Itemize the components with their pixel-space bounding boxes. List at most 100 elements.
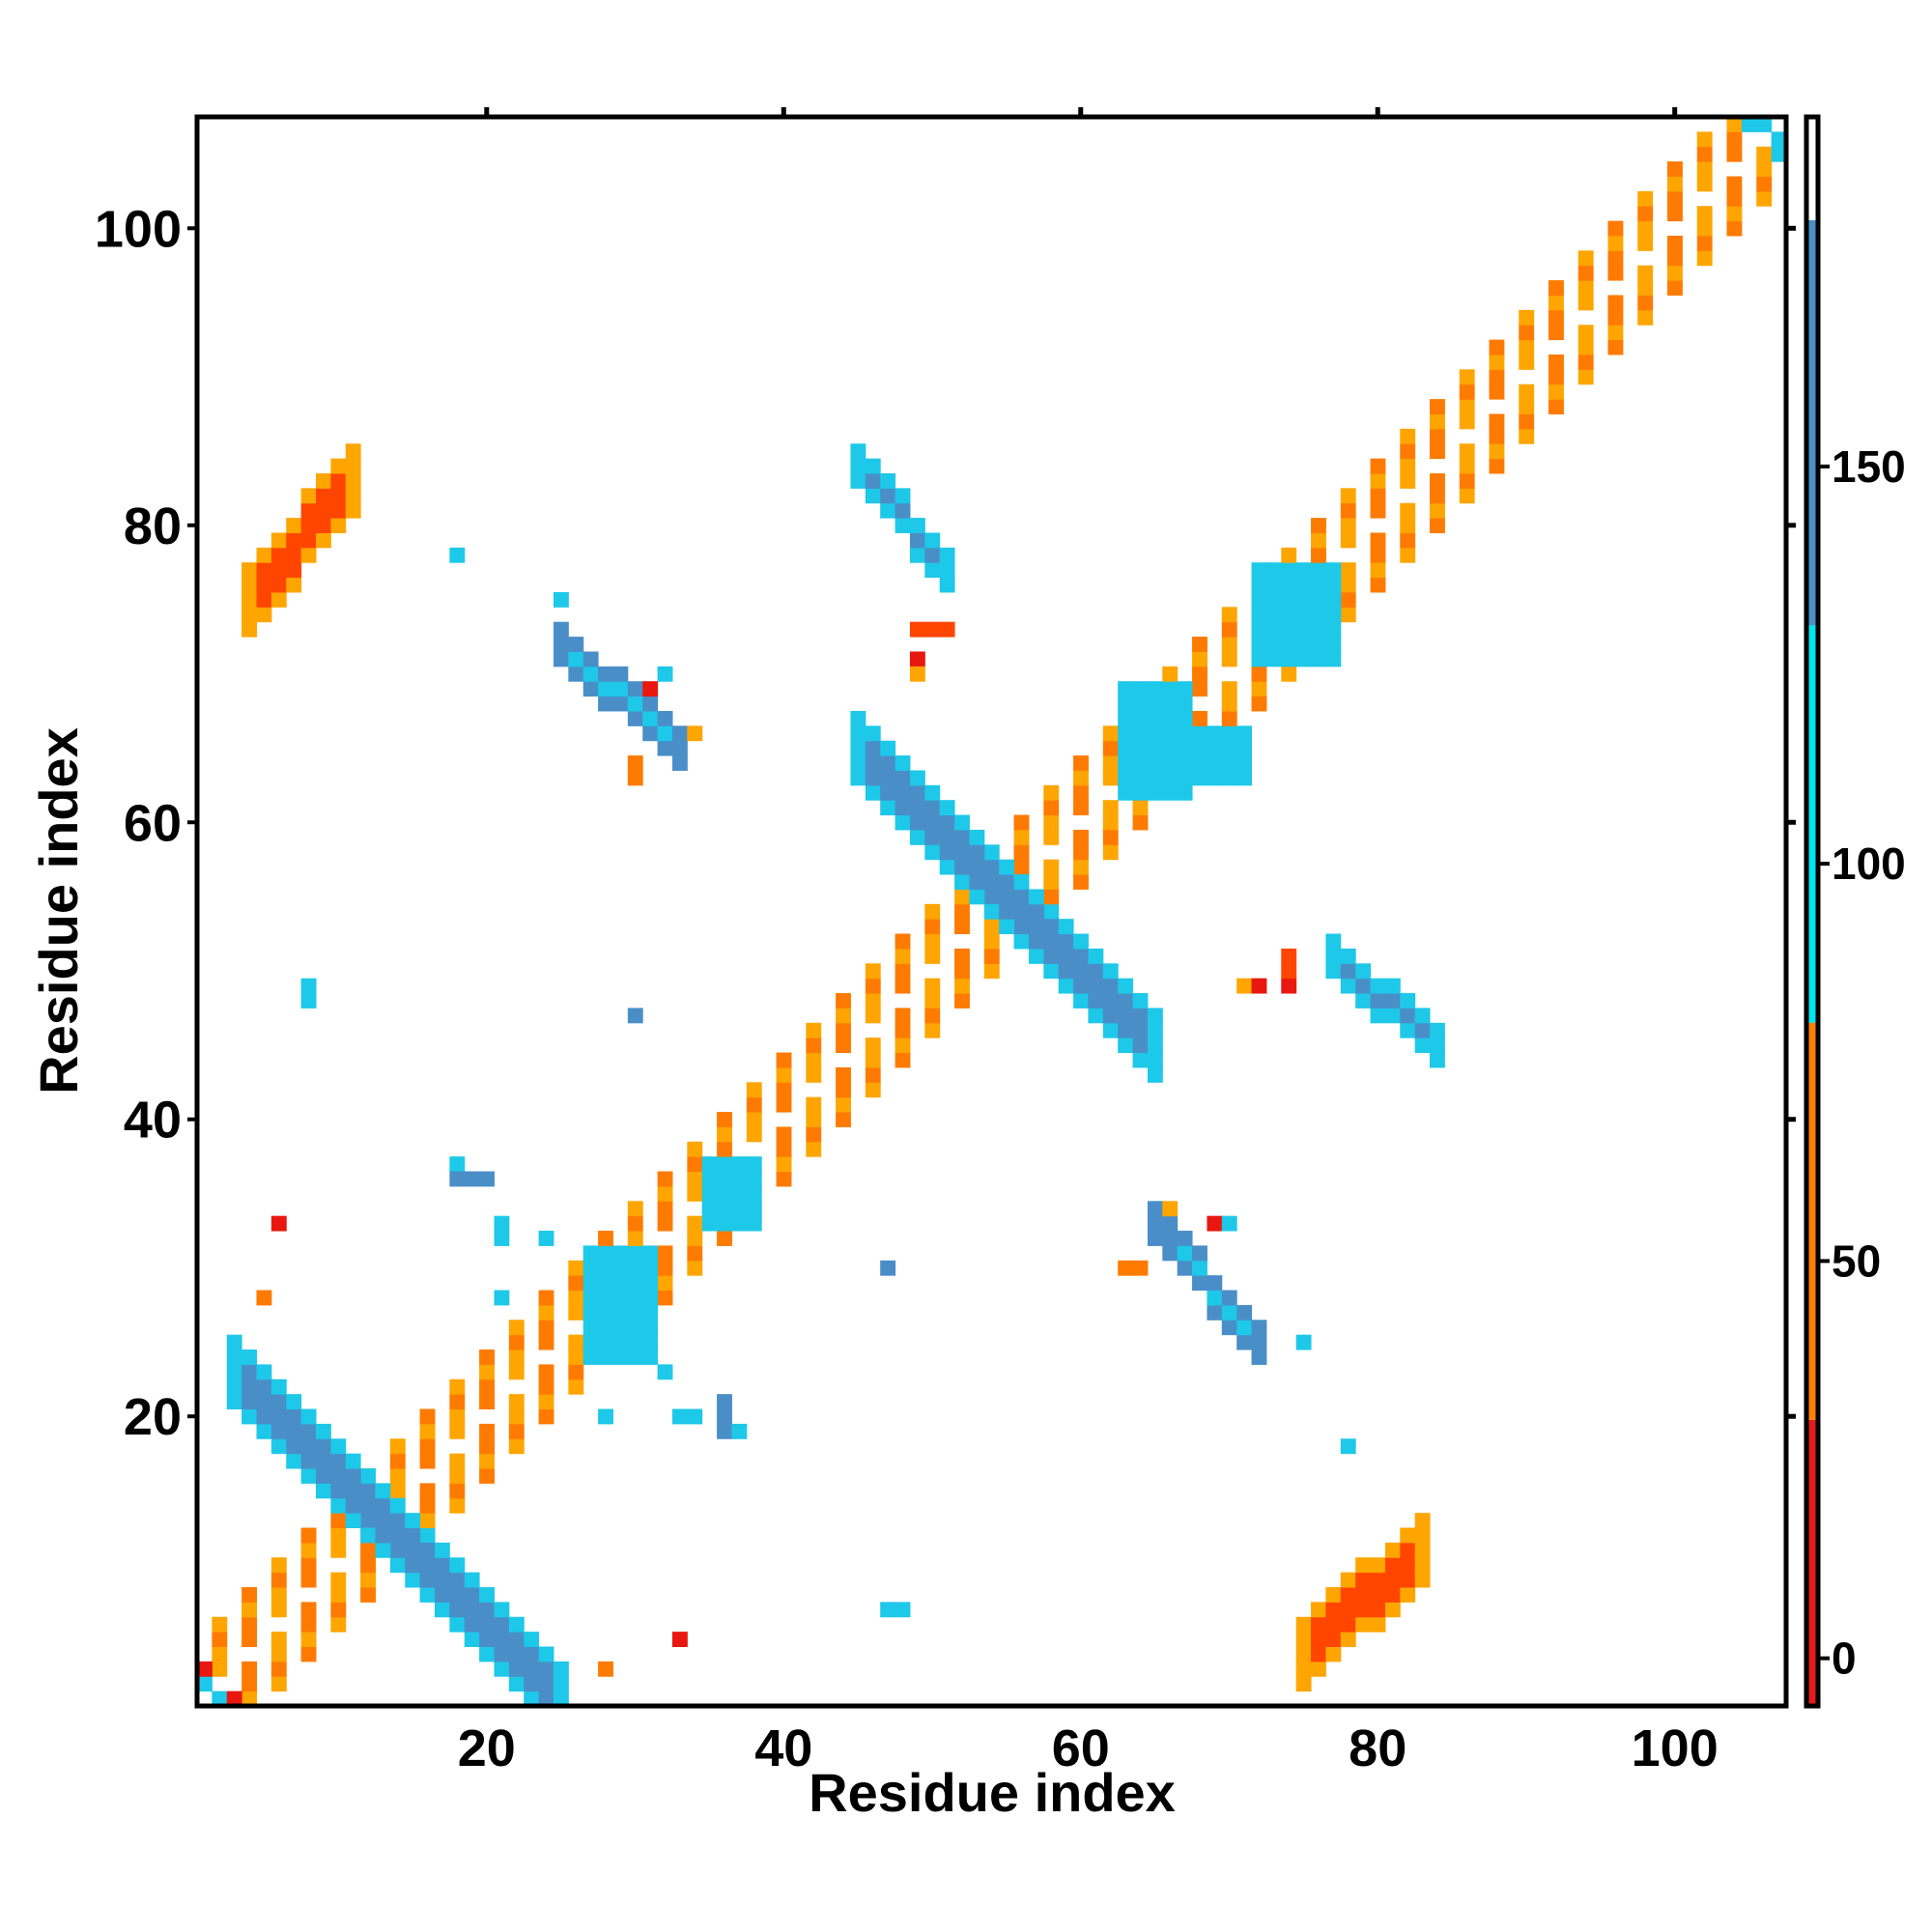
heatmap-cell: [717, 1201, 732, 1217]
heatmap-cell: [627, 1350, 643, 1365]
heatmap-cell: [880, 755, 896, 771]
heatmap-cell: [1192, 1260, 1208, 1276]
heatmap-cell: [538, 1304, 554, 1321]
heatmap-cell: [627, 1008, 643, 1024]
heatmap-cell: [270, 1661, 287, 1677]
heatmap-cell: [1251, 696, 1267, 712]
heatmap-cell: [300, 1408, 317, 1425]
heatmap-cell: [315, 518, 331, 533]
heatmap-cell: [1400, 547, 1416, 563]
heatmap-cell: [1088, 1008, 1104, 1024]
heatmap-cell: [242, 1676, 257, 1692]
heatmap-cell: [598, 696, 613, 712]
heatmap-cell: [776, 1126, 792, 1143]
heatmap-cell: [1756, 117, 1773, 132]
heatmap-cell: [1295, 1661, 1312, 1677]
heatmap-cell: [582, 1290, 599, 1306]
heatmap-cell: [360, 1483, 376, 1499]
heatmap-cell: [1132, 1008, 1149, 1024]
heatmap-cell: [330, 1602, 347, 1618]
heatmap-cell: [836, 1037, 851, 1054]
heatmap-cell: [836, 1112, 851, 1127]
heatmap-cell: [568, 1334, 584, 1350]
heatmap-cell: [642, 1245, 659, 1262]
heatmap-cell: [1607, 235, 1624, 251]
heatmap-cell: [1295, 591, 1312, 608]
heatmap-cell: [1340, 591, 1356, 608]
heatmap-cell: [330, 1483, 347, 1499]
heatmap-cell: [524, 1661, 540, 1677]
heatmap-cell: [895, 1602, 911, 1618]
heatmap-cell: [300, 1468, 317, 1484]
heatmap-cell: [865, 1037, 881, 1054]
heatmap-cell: [1013, 859, 1030, 875]
heatmap-cell: [1370, 1587, 1386, 1603]
heatmap-cell: [449, 1156, 466, 1173]
heatmap-cell: [479, 1171, 495, 1187]
heatmap-cell: [479, 1350, 495, 1365]
heatmap-cell: [1043, 903, 1060, 920]
heatmap-cell: [242, 1350, 257, 1365]
heatmap-cell: [642, 710, 659, 726]
heatmap-cell: [1281, 948, 1297, 964]
heatmap-cell: [1236, 978, 1253, 994]
heatmap-cell: [1295, 562, 1312, 579]
heatmap-cell: [1400, 472, 1416, 489]
heatmap-cell: [419, 1408, 436, 1425]
heatmap-cell: [1384, 993, 1401, 1009]
heatmap-cell: [954, 963, 970, 980]
heatmap-cell: [286, 1408, 302, 1425]
heatmap-cell: [270, 577, 287, 593]
heatmap-cell: [1325, 621, 1342, 638]
y-tick-label: 80: [124, 497, 182, 555]
heatmap-cell: [568, 1304, 584, 1321]
heatmap-cell: [1058, 963, 1074, 980]
y-tick-label: 40: [124, 1092, 182, 1150]
heatmap-cell: [389, 1542, 406, 1558]
heatmap-cell: [315, 1453, 331, 1469]
heatmap-cell: [1726, 176, 1743, 192]
heatmap-cell: [1073, 755, 1089, 771]
heatmap-cell: [1370, 1602, 1386, 1618]
y-axis-title: Residue index: [28, 727, 89, 1094]
heatmap-cell: [598, 666, 613, 682]
heatmap-cell: [880, 784, 896, 801]
heatmap-cell: [939, 829, 955, 845]
heatmap-cell: [1028, 933, 1044, 950]
heatmap-cell: [880, 770, 896, 786]
heatmap-cell: [1370, 1616, 1386, 1633]
heatmap-cell: [1013, 829, 1030, 845]
heatmap-cell: [642, 1350, 659, 1365]
heatmap-cell: [627, 1201, 643, 1217]
heatmap-cell: [969, 844, 985, 861]
heatmap-cell: [1102, 844, 1119, 861]
heatmap-cell: [642, 1290, 659, 1306]
heatmap-cell: [909, 621, 925, 638]
heatmap-cell: [582, 1320, 599, 1336]
heatmap-cell: [924, 1022, 941, 1038]
heatmap-cell: [270, 1587, 287, 1603]
heatmap-cell: [1281, 621, 1297, 638]
heatmap-cell: [1043, 874, 1060, 890]
heatmap-cell: [270, 1572, 287, 1588]
colorbar-tick-label: 100: [1832, 838, 1906, 889]
heatmap-cell: [1073, 784, 1089, 801]
heatmap-cell: [865, 740, 881, 756]
heatmap-cell: [508, 1632, 525, 1648]
heatmap-cell: [1118, 755, 1134, 771]
heatmap-cell: [375, 1542, 391, 1558]
heatmap-cell: [494, 1632, 510, 1648]
heatmap-cell: [494, 1646, 510, 1662]
heatmap-cell: [776, 1171, 792, 1187]
heatmap-cell: [360, 1557, 376, 1574]
heatmap-cell: [479, 1646, 495, 1662]
heatmap-cell: [909, 547, 925, 563]
heatmap-cell: [1430, 1052, 1445, 1068]
heatmap-cell: [1577, 339, 1594, 355]
colorbar-band: [1806, 625, 1818, 1023]
heatmap-cell: [924, 621, 941, 638]
heatmap-cell: [969, 829, 985, 845]
heatmap-cell: [1696, 250, 1713, 267]
heatmap-cell: [731, 1185, 748, 1202]
heatmap-cell: [731, 1215, 748, 1232]
